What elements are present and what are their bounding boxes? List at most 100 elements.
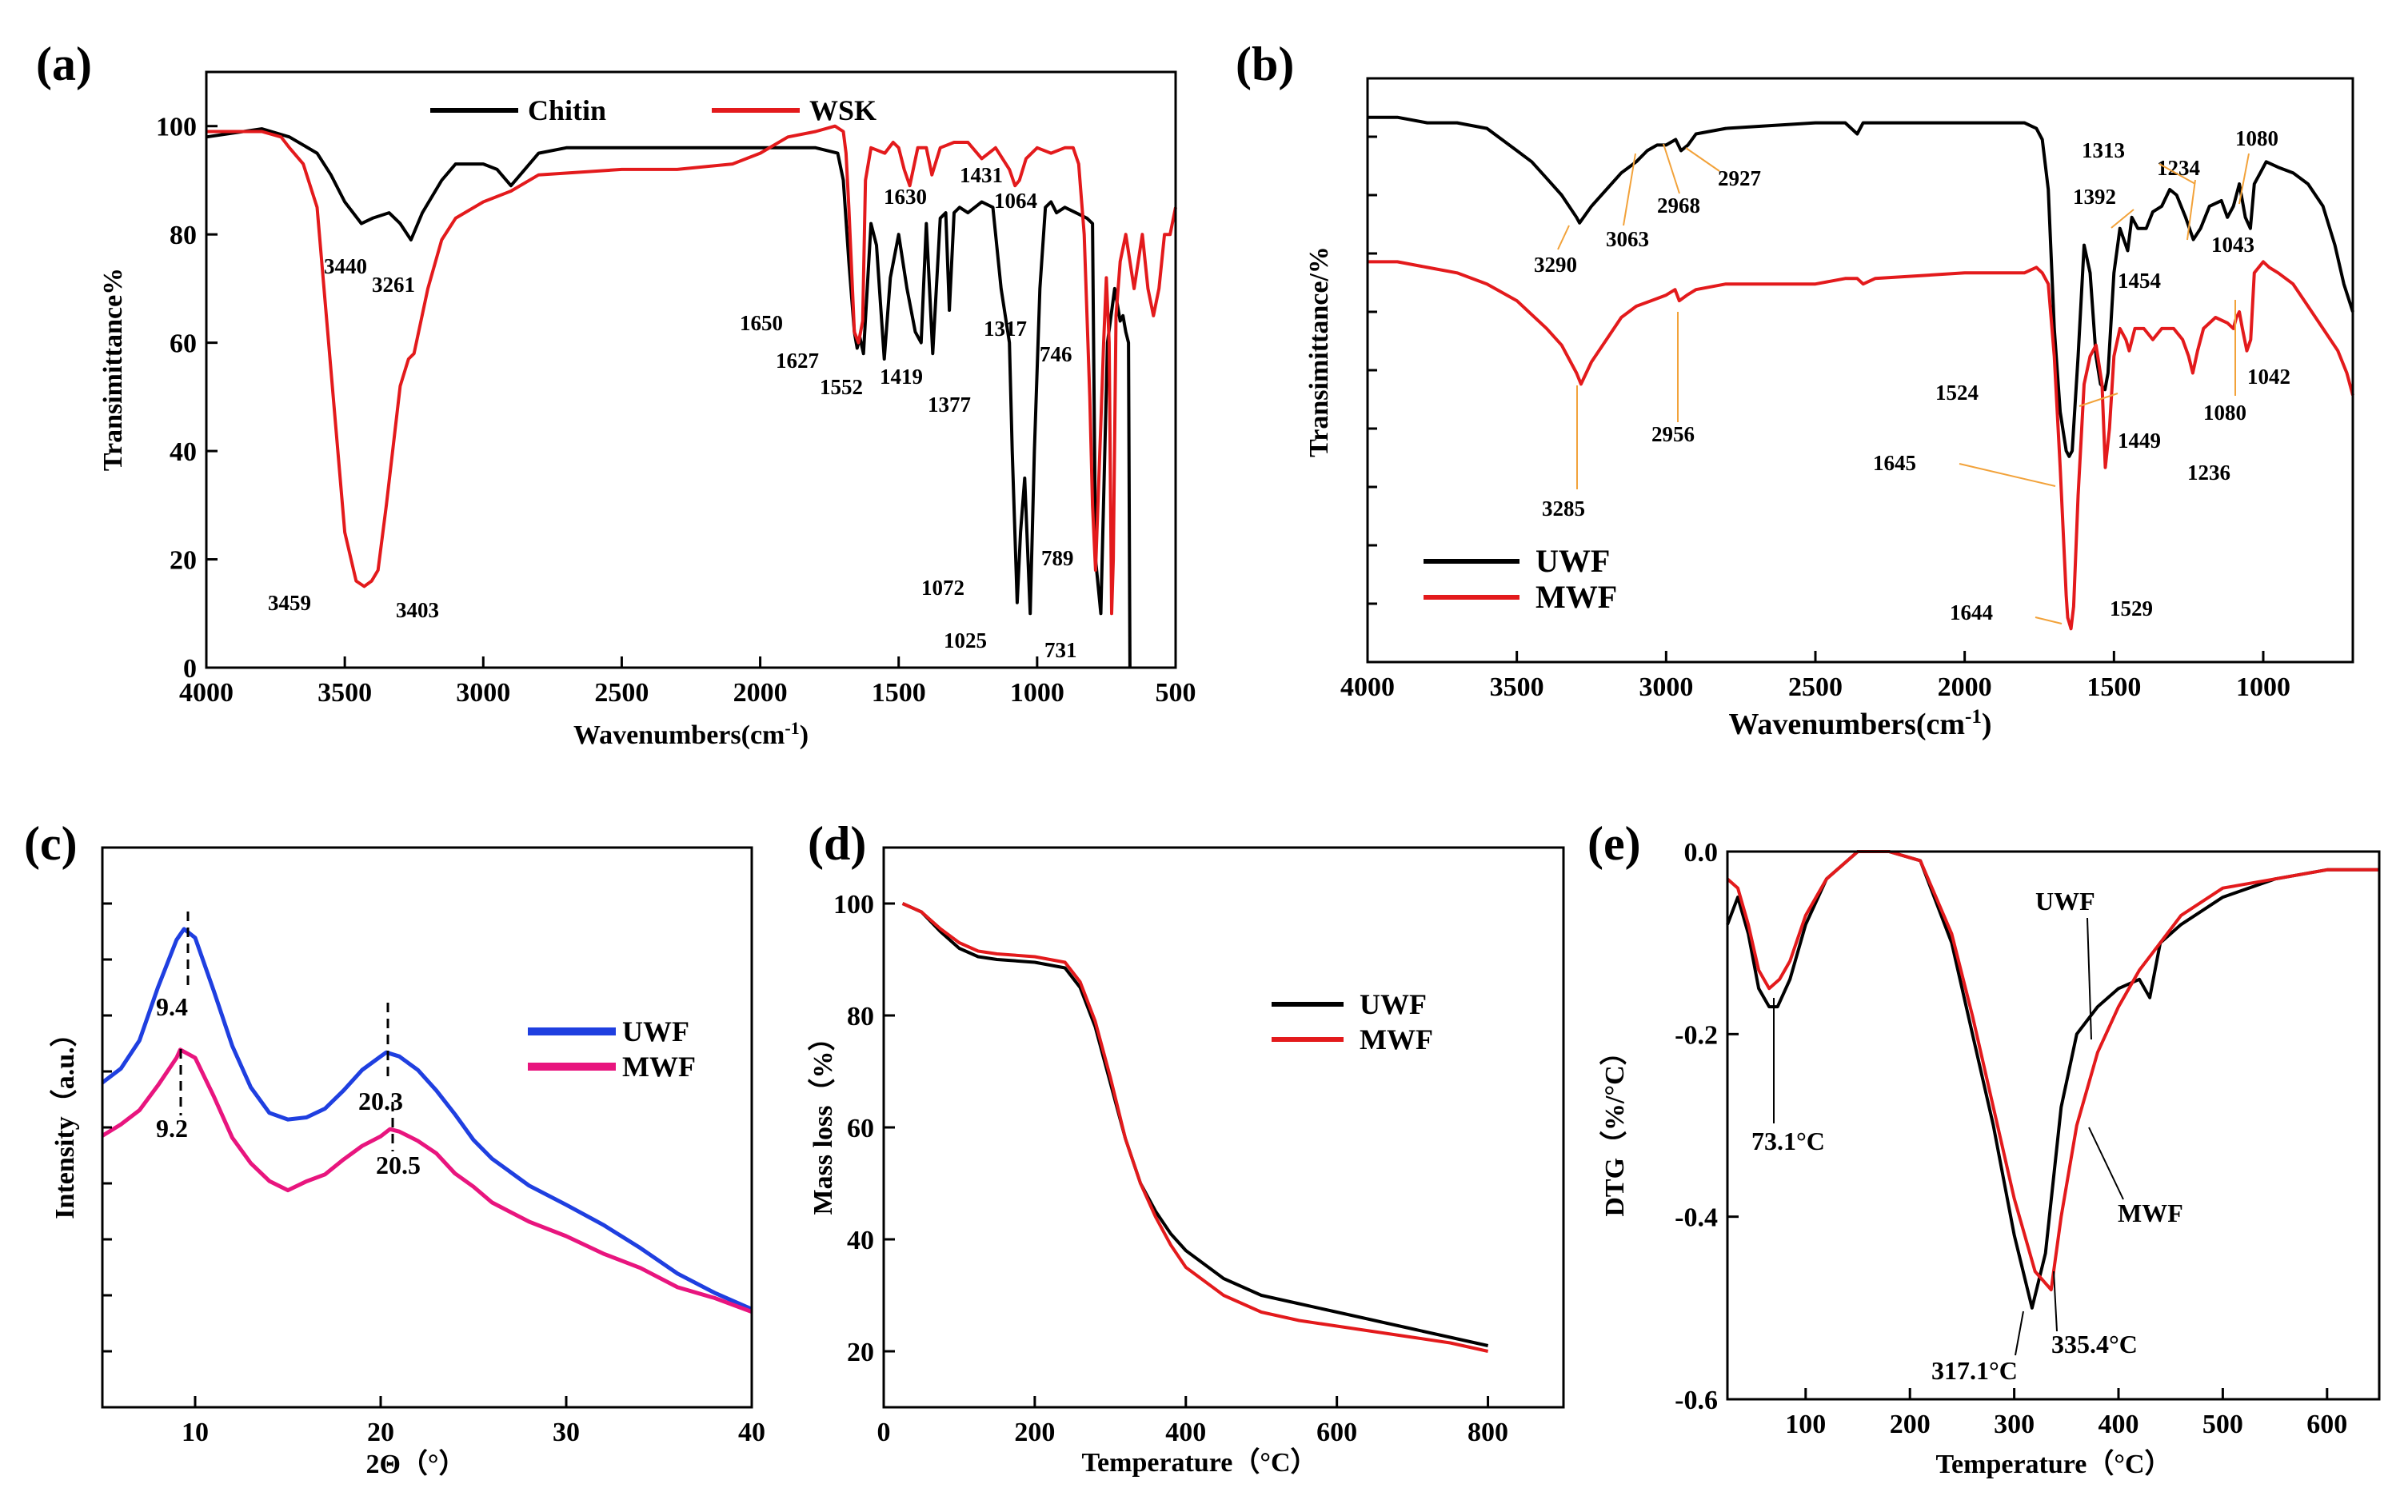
panel-b-ticks: 4000 3500 3000 2500 2000 1500 1000 <box>1340 135 2290 702</box>
panel-b-annot-2968: 2968 <box>1657 193 1700 217</box>
panel-b-series-mwf <box>1368 260 2354 631</box>
panel-a-series-wsk <box>206 124 1177 616</box>
panel-a-annot-1377: 1377 <box>928 393 971 417</box>
panel-b-annot-2956: 2956 <box>1651 422 1695 446</box>
panel-b-annot-1392: 1392 <box>2073 185 2116 209</box>
panel-b-leader-1524 <box>2079 393 2118 407</box>
panel-a-annot-3261: 3261 <box>372 273 415 297</box>
panel-b-annot-1645: 1645 <box>1873 451 1916 475</box>
panel-a-x-tick-label: 500 <box>1156 678 1196 708</box>
panel-d: (d) 0 200 400 600 800 20 40 60 80 100 Temperature… <box>807 817 1565 1478</box>
panel-a-annot-1064: 1064 <box>994 189 1037 213</box>
panel-e-x-tick-label: 200 <box>1890 1410 1931 1439</box>
panel-b-leader-3063 <box>1623 153 1636 226</box>
panel-a-xlabel-sup: -1 <box>785 718 799 738</box>
panel-e-arrow-317-1 <box>2015 1311 2024 1356</box>
panel-a-xlabel-tail: ) <box>800 720 809 750</box>
panel-e-y-tick-label: -0.6 <box>1675 1386 1718 1415</box>
panel-e: (e) 100 200 300 400 500 600 0.0 -0.2 -0.4 -0.6 Te… <box>1587 817 2381 1479</box>
panel-a-y-tick-label: 80 <box>170 221 197 250</box>
panel-d-y-tick-label: 40 <box>847 1226 874 1255</box>
panel-b-series-group <box>1368 115 2354 631</box>
panel-a-y-tick-label: 0 <box>183 654 197 684</box>
panel-b-x-tick-label: 3000 <box>1639 672 1693 702</box>
panel-b-legend-uwf-label: UWF <box>1535 543 1610 579</box>
panel-a-x-axis-title: Wavenumbers(cm-1) <box>573 718 809 750</box>
panel-e-arrow-mwf <box>2088 1127 2124 1200</box>
panel-b-x-axis-title: Wavenumbers(cm-1) <box>1728 706 1991 741</box>
panel-e-annot-335-4: 335.4°C <box>2051 1330 2138 1358</box>
panel-a-x-tick-label: 2000 <box>733 678 788 708</box>
panel-b-leader-lines <box>1557 143 2250 624</box>
panel-b-annot-1644: 1644 <box>1950 600 1993 624</box>
panel-d-x-tick-label: 800 <box>1468 1418 1508 1447</box>
panel-a-y-axis-title: Transimittance% <box>98 268 128 471</box>
panel-e-y-tick-label: -0.4 <box>1675 1203 1718 1233</box>
panel-b-x-tick-label: 3500 <box>1490 672 1544 702</box>
panel-c: (c) 10 20 30 40 2Θ（°） Intensity（a.u.） UWF M… <box>24 817 765 1479</box>
panel-e-x-tick-label: 500 <box>2202 1410 2243 1439</box>
panel-e-annot-73-1: 73.1°C <box>1751 1127 1825 1155</box>
panel-a-x-tick-label: 2500 <box>594 678 649 708</box>
panel-e-y-tick-label: -0.2 <box>1675 1020 1718 1050</box>
panel-a-annot-1627: 1627 <box>776 349 819 373</box>
panel-c-legend-uwf-label: UWF <box>622 1015 689 1047</box>
panel-b-series-uwf <box>1368 115 2354 458</box>
panel-b-x-tick-label: 2000 <box>1938 672 1992 702</box>
panel-a-annot-731: 731 <box>1044 638 1077 662</box>
panel-c-x-tick-label: 20 <box>367 1418 394 1447</box>
panel-b: (b) 4000 3500 3000 2500 2000 1500 1000 Wavenum… <box>1236 38 2354 741</box>
panel-c-peak-markers <box>179 912 394 1151</box>
panel-c-annot-9-2: 9.2 <box>156 1114 188 1143</box>
panel-a-label: (a) <box>36 38 92 90</box>
panel-a-annot-1072: 1072 <box>921 576 964 600</box>
panel-e-plot: 100 200 300 400 500 600 0.0 -0.2 -0.4 -0.6 <box>1675 838 2381 1439</box>
panel-e-label: (e) <box>1587 817 1641 870</box>
panel-c-x-axis-title: 2Θ（°） <box>365 1448 465 1479</box>
panel-a-annot-1317: 1317 <box>984 317 1027 341</box>
panel-a-annotations: 3440 3261 3459 3403 1650 1627 1552 1419 … <box>268 163 1077 662</box>
panel-c-annot-9-4: 9.4 <box>156 992 188 1021</box>
panel-e-annot-mwf: MWF <box>2118 1199 2183 1227</box>
panel-a-series-chitin <box>206 127 1132 668</box>
panel-e-x-tick-label: 400 <box>2099 1410 2139 1439</box>
panel-a-annot-1650: 1650 <box>740 311 783 335</box>
panel-d-series-group <box>901 902 1489 1353</box>
panel-a-frame <box>205 70 1177 669</box>
panel-b-annot-1080-top: 1080 <box>2235 126 2278 150</box>
panel-d-x-tick-label: 200 <box>1014 1418 1055 1447</box>
panel-e-x-axis-title: Temperature（°C） <box>1935 1448 2171 1479</box>
panel-b-annot-1524: 1524 <box>1935 381 1979 405</box>
panel-e-annot-uwf: UWF <box>2035 887 2095 916</box>
panel-c-annot-20-5: 20.5 <box>376 1151 421 1179</box>
panel-a-ticks: 4000 3500 3000 2500 2000 1500 1000 500 0 20 40 60 80… <box>156 113 1196 708</box>
panel-b-x-tick-label: 1000 <box>2236 672 2290 702</box>
panel-c-x-tick-label: 30 <box>553 1418 580 1447</box>
panel-d-y-tick-label: 100 <box>833 890 874 920</box>
panel-b-leader-1644 <box>2035 616 2063 624</box>
panel-c-y-axis-title: Intensity（a.u.） <box>49 1019 80 1219</box>
panel-a-y-tick-label: 100 <box>156 113 197 142</box>
panel-b-annot-1313: 1313 <box>2082 138 2125 162</box>
panel-b-annot-1234: 1234 <box>2157 156 2200 180</box>
panel-a-annot-1552: 1552 <box>820 375 863 399</box>
panel-a-series-group <box>206 124 1177 668</box>
panel-b-annot-3290: 3290 <box>1534 253 1577 277</box>
panel-c-annot-20-3: 20.3 <box>358 1087 403 1115</box>
panel-d-y-tick-label: 20 <box>847 1338 874 1367</box>
panel-b-annot-1236: 1236 <box>2187 461 2230 485</box>
panel-a-annot-1025: 1025 <box>944 628 987 652</box>
panel-c-annotations: 9.4 9.2 20.3 20.5 <box>156 992 421 1179</box>
panel-c-x-tick-label: 40 <box>738 1418 765 1447</box>
panel-a-annot-1630: 1630 <box>884 185 927 209</box>
panel-e-ticks: 100 200 300 400 500 600 0.0 -0.2 -0.4 -0.6 <box>1675 838 2347 1439</box>
panel-b-leader-1080-top <box>2238 153 2250 205</box>
panel-d-legend: UWF MWF <box>1272 988 1433 1055</box>
panel-a-annot-3403: 3403 <box>396 598 439 622</box>
panel-b-annot-1042: 1042 <box>2247 365 2290 389</box>
panel-b-y-axis-title: Transimittance/% <box>1304 246 1334 457</box>
panel-d-series-mwf <box>901 902 1489 1353</box>
panel-d-plot: 0 200 400 600 800 20 40 60 80 100 <box>833 846 1565 1447</box>
panel-d-x-axis-title: Temperature（°C） <box>1081 1446 1317 1478</box>
panel-c-x-tick-label: 10 <box>182 1418 209 1447</box>
